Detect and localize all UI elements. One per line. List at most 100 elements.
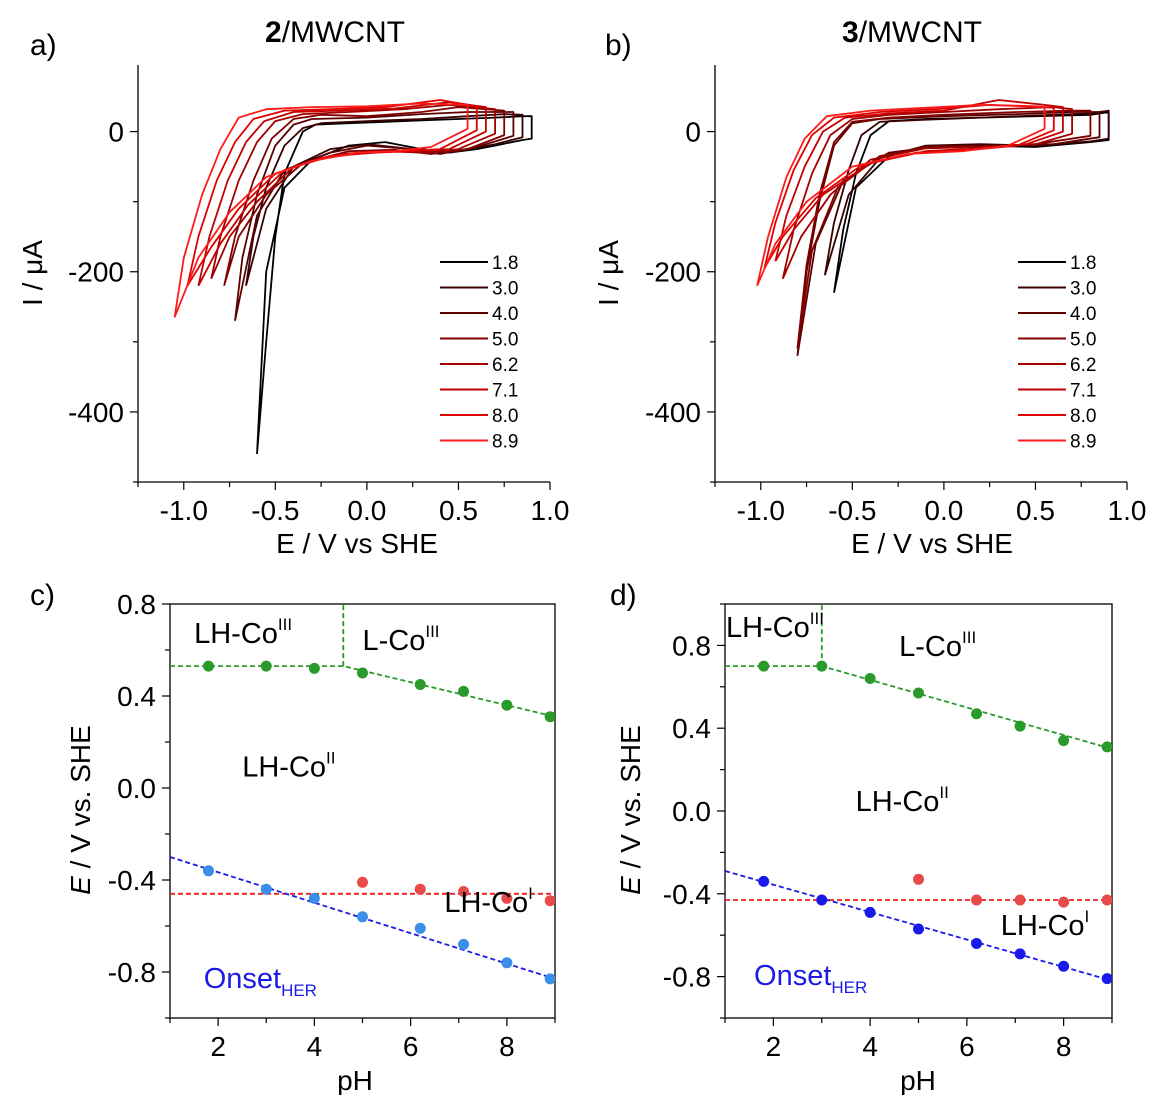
region-label-base: LH-Co	[242, 752, 326, 784]
data-point	[501, 892, 513, 904]
data-point	[414, 922, 426, 934]
region-label-sup: I	[1085, 907, 1090, 926]
data-point	[758, 875, 770, 887]
data-point	[544, 895, 555, 907]
data-point	[758, 660, 770, 672]
data-point	[816, 894, 828, 906]
legend-label: 8.9	[1070, 432, 1096, 453]
x-tick-label: 0.5	[439, 495, 478, 526]
data-point	[458, 938, 470, 950]
region-label-base: L-Co	[363, 625, 426, 657]
x-tick-label: 8	[1056, 1031, 1072, 1062]
y-axis-label-text: I / μA	[593, 240, 624, 306]
y-tick-label: -400	[645, 397, 701, 428]
y-tick-label: -0.4	[663, 879, 711, 910]
legend-label: 1.8	[492, 253, 518, 274]
x-tick-label: 1.0	[1108, 495, 1147, 526]
y-tick-label: 0.8	[117, 589, 156, 620]
data-point	[1058, 960, 1070, 972]
x-tick-label: -1.0	[160, 495, 208, 526]
chart-panel-d: d) 2 4 6 8 0.8 0.4 0.0 -0.4 -0.8 pH E / V vs. SHE LH…	[610, 579, 1113, 1095]
data-point	[913, 873, 924, 885]
series-line-pH-8.9	[173, 102, 469, 318]
data-point	[864, 673, 876, 685]
y-tick-label: 0.0	[117, 773, 156, 804]
y-tick-label: 0.0	[672, 796, 711, 827]
x-axis-label: pH	[337, 1065, 373, 1095]
x-axis-label: E / V vs SHE	[851, 528, 1013, 559]
chart-title-rest: /MWCNT	[859, 16, 982, 49]
legend-label: 5.0	[1070, 330, 1096, 351]
x-tick-label: 6	[403, 1031, 419, 1062]
legend-label: 8.9	[492, 432, 518, 453]
data-point	[260, 660, 272, 672]
chart-panel-c: c) 2 4 6 8 0.8 0.4 0.0 -0.4 -0.8 pH E / V vs. SHE LH…	[30, 579, 556, 1095]
series-line-pH-7.1	[774, 99, 1064, 262]
data-point	[1101, 973, 1112, 985]
chart-panel-b: b) 3/MWCNT -1.0 -0.5 0.0 0.5 1.0 0 -200 -400 E / V…	[593, 16, 1146, 559]
series-line-pH-1.8	[256, 115, 533, 455]
region-label-base: LH-Co	[726, 612, 810, 644]
panel-label: a)	[30, 29, 57, 62]
data-point	[357, 667, 368, 679]
chart-title: 3/MWCNT	[842, 16, 982, 49]
panel-label: b)	[605, 29, 632, 62]
legend-label: 8.0	[1070, 406, 1096, 427]
fit-line	[170, 665, 555, 718]
region-label-sub: HER	[831, 978, 867, 997]
data-point	[357, 911, 368, 923]
legend-label: 7.1	[1070, 381, 1096, 402]
plot-area	[756, 99, 1110, 356]
region-label: L-CoIII	[363, 622, 440, 657]
region-label: LH-CoII	[242, 749, 335, 784]
region-label-sup: I	[528, 884, 533, 903]
region-label: LH-CoI	[1001, 907, 1090, 942]
chart-title: 2/MWCNT	[265, 16, 405, 49]
region-label: OnsetHER	[204, 963, 317, 1000]
data-point	[1058, 735, 1070, 747]
region-label-sub: HER	[281, 981, 317, 1000]
region-label-base: Onset	[754, 960, 831, 992]
data-point	[308, 892, 320, 904]
region-label-base: L-Co	[899, 631, 962, 663]
y-tick-label: -0.8	[108, 957, 156, 988]
y-tick-label: -200	[645, 257, 701, 288]
region-label: OnsetHER	[754, 960, 867, 997]
legend-label: 1.8	[1070, 253, 1096, 274]
x-tick-label: 0.5	[1016, 495, 1055, 526]
data-point	[971, 894, 983, 906]
x-tick-label: -0.5	[251, 495, 299, 526]
y-axis-label-text: / V vs. SHE	[65, 725, 96, 876]
region-label-sup: III	[425, 622, 439, 641]
region-label-sup: II	[326, 749, 335, 768]
y-axis-label-italic: E	[65, 876, 96, 895]
data-point	[544, 711, 555, 723]
region-label: LH-CoIII	[726, 609, 824, 644]
chart-title-bold: 2	[265, 16, 282, 49]
data-point	[1014, 720, 1026, 732]
data-point	[308, 662, 320, 674]
legend-label: 6.2	[1070, 355, 1096, 376]
data-point	[414, 883, 426, 895]
y-axis-label: I / μA	[17, 240, 48, 306]
x-tick-label: 4	[862, 1031, 878, 1062]
data-point	[1014, 894, 1026, 906]
y-tick-label: 0.4	[117, 681, 156, 712]
x-tick-label: 6	[959, 1031, 975, 1062]
panel-label: c)	[30, 579, 55, 612]
y-tick-label: 0	[685, 117, 701, 148]
data-point	[1014, 948, 1026, 960]
y-axis-label-italic: E	[615, 876, 646, 895]
y-axis-label: E / V vs. SHE	[615, 725, 646, 895]
y-axis-label: E / V vs. SHE	[65, 725, 96, 895]
data-point	[260, 883, 272, 895]
x-tick-label: 4	[307, 1031, 323, 1062]
x-axis-label: E / V vs SHE	[276, 528, 438, 559]
data-point	[913, 923, 924, 935]
data-point	[971, 937, 983, 949]
series-line-pH-5.0	[223, 106, 506, 287]
region-label-sup: III	[278, 615, 292, 634]
y-tick-label: -0.4	[108, 865, 156, 896]
region-label-base: LH-Co	[1001, 910, 1085, 942]
